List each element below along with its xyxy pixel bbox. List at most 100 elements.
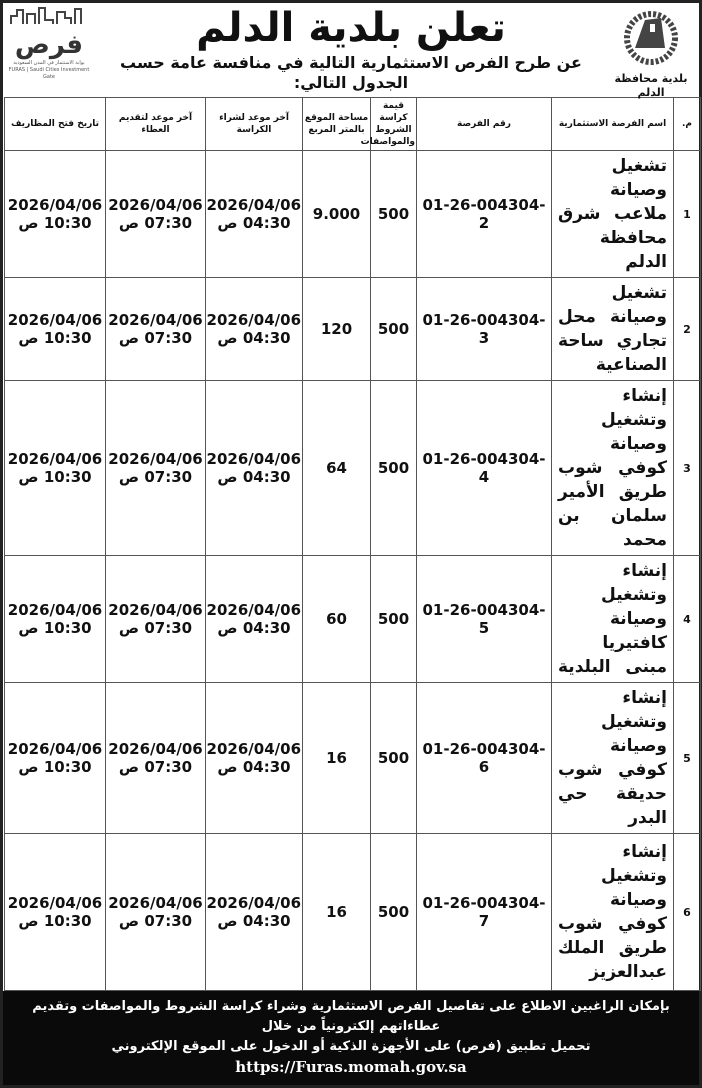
footer-line-1: بإمكان الراغبين الاطلاع على تفاصيل الفرص… (32, 999, 670, 1034)
footer-line-2-text: تحميل تطبيق (فرص) على الأجهزة الذكية أو … (111, 1039, 591, 1054)
booklet-deadline: 2026/04/06 04:30 ص (205, 555, 303, 683)
column-header: مساحة الموقع بالمتر المربع (302, 97, 371, 151)
envelope-opening: 2026/04/06 10:30 ص (4, 277, 106, 381)
opportunity-name: إنشاء وتشغيل وصيانة كافتيريا مبنى البلدي… (551, 555, 674, 683)
date: 2026/04/06 (206, 894, 301, 912)
booklet-deadline: 2026/04/06 04:30 ص (205, 833, 303, 991)
date: 2026/04/06 (108, 894, 203, 912)
time: 04:30 ص (217, 214, 291, 232)
time: 04:30 ص (217, 758, 291, 776)
date: 2026/04/06 (7, 894, 103, 912)
furas-tagline: بوابة الاستثمار في المدن السعودية (13, 60, 85, 66)
booklet-price: 500 (370, 555, 417, 683)
opportunity-name: تشغيل وصيانة محل تجاري ساحة الصناعية (551, 277, 674, 381)
site-area: 120 (302, 277, 371, 381)
site-area: 16 (302, 833, 371, 991)
time: 07:30 ص (118, 758, 193, 776)
column-header: رقم الفرصة (416, 97, 552, 151)
furas-website-link[interactable]: https://Furas.momah.gov.sa (235, 1058, 467, 1076)
table-container: م. اسم الفرصة الاستثمارية رقم الفرصة قيمة ك… (3, 97, 701, 991)
row-number: 5 (673, 682, 701, 834)
column-header: قيمة كراسة الشروط والمواصفات (361, 97, 417, 151)
date: 2026/04/06 (7, 196, 103, 214)
table-row: 6 إنشاء وتشغيل وصيانة كوفي شوب طريق الملك… (4, 833, 701, 991)
date: 2026/04/06 (108, 196, 203, 214)
time: 04:30 ص (217, 619, 291, 637)
column-header: آخر موعد لتقديم العطاء (105, 97, 206, 151)
time: 10:30 ص (18, 468, 92, 486)
site-area: 60 (302, 555, 371, 683)
submission-deadline: 2026/04/06 07:30 ص (105, 150, 206, 278)
date: 2026/04/06 (7, 740, 103, 758)
booklet-deadline: 2026/04/06 04:30 ص (205, 150, 303, 278)
booklet-deadline: 2026/04/06 04:30 ص (205, 380, 303, 556)
time: 04:30 ص (217, 329, 291, 347)
column-header: آخر موعد لشراء الكراسة (205, 97, 303, 151)
opportunity-id: 01-26-004304-5 (416, 555, 552, 683)
site-area: 16 (302, 682, 371, 834)
ad-subtitle: عن طرح الفرص الاستثمارية التالية في مناف… (120, 53, 582, 92)
booklet-price: 500 (370, 682, 417, 834)
submission-deadline: 2026/04/06 07:30 ص (105, 833, 206, 991)
booklet-deadline: 2026/04/06 04:30 ص (205, 682, 303, 834)
opportunities-table: م. اسم الفرصة الاستثمارية رقم الفرصة قيمة ك… (4, 97, 701, 991)
opportunity-id: 01-26-004304-7 (416, 833, 552, 991)
opportunity-id: 01-26-004304-3 (416, 277, 552, 381)
table-row: 1 تشغيل وصيانة ملاعب شرق محافظة الدلم 01-2… (4, 150, 701, 278)
ad-title: تعلن بلدية الدلم (196, 5, 506, 51)
furas-logo: فرص بوابة الاستثمار في المدن السعودية FU… (6, 6, 92, 81)
submission-deadline: 2026/04/06 07:30 ص (105, 380, 206, 556)
envelope-opening: 2026/04/06 10:30 ص (4, 682, 106, 834)
table-row: 4 إنشاء وتشغيل وصيانة كافتيريا مبنى البلد… (4, 555, 701, 683)
time: 07:30 ص (118, 329, 193, 347)
municipality-logo: بلدية محافظة الدلم (606, 8, 696, 100)
time: 10:30 ص (18, 912, 92, 930)
date: 2026/04/06 (7, 450, 103, 468)
envelope-opening: 2026/04/06 10:30 ص (4, 833, 106, 991)
time: 10:30 ص (18, 758, 92, 776)
date: 2026/04/06 (108, 601, 203, 619)
date: 2026/04/06 (206, 311, 301, 329)
table-row: 3 إنشاء وتشغيل وصيانة كوفي شوب طريق الأمي… (4, 380, 701, 556)
row-number: 1 (673, 150, 701, 278)
date: 2026/04/06 (206, 601, 301, 619)
row-number: 2 (673, 277, 701, 381)
date: 2026/04/06 (7, 311, 103, 329)
time: 10:30 ص (18, 619, 92, 637)
ad-header: بلدية محافظة الدلم فرص بوابة الاستثمار ف… (3, 3, 699, 100)
table-header-row: م. اسم الفرصة الاستثمارية رقم الفرصة قيمة ك… (4, 97, 701, 151)
time: 07:30 ص (118, 214, 193, 232)
date: 2026/04/06 (108, 311, 203, 329)
submission-deadline: 2026/04/06 07:30 ص (105, 277, 206, 381)
booklet-price: 500 (370, 833, 417, 991)
submission-deadline: 2026/04/06 07:30 ص (105, 555, 206, 683)
date: 2026/04/06 (206, 450, 301, 468)
city-skyline-icon (10, 7, 82, 24)
opportunity-id: 01-26-004304-6 (416, 682, 552, 834)
time: 07:30 ص (118, 468, 193, 486)
opportunity-name: إنشاء وتشغيل وصيانة كوفي شوب طريق الملك … (551, 833, 674, 991)
opportunity-name: إنشاء وتشغيل وصيانة كوفي شوب طريق الأمير… (551, 380, 674, 556)
site-area: 9.000 (302, 150, 371, 278)
column-header: م. (673, 97, 701, 151)
column-header: تاريخ فتح المظاريف (4, 97, 106, 151)
date: 2026/04/06 (206, 740, 301, 758)
column-header: اسم الفرصة الاستثمارية (551, 97, 674, 151)
booklet-price: 500 (370, 380, 417, 556)
date: 2026/04/06 (206, 196, 301, 214)
booklet-price: 500 (370, 150, 417, 278)
table-row: 2 تشغيل وصيانة محل تجاري ساحة الصناعية 01-… (4, 277, 701, 381)
time: 04:30 ص (217, 468, 291, 486)
footer-banner: بإمكان الراغبين الاطلاع على تفاصيل الفرص… (3, 991, 699, 1085)
municipality-emblem-icon (624, 11, 678, 65)
date: 2026/04/06 (7, 601, 103, 619)
furas-tagline-en: FURAS | Saudi Cities Investment Gate (8, 67, 90, 80)
date: 2026/04/06 (108, 740, 203, 758)
site-area: 64 (302, 380, 371, 556)
row-number: 6 (673, 833, 701, 991)
time: 04:30 ص (217, 912, 291, 930)
opportunity-id: 01-26-004304-2 (416, 150, 552, 278)
booklet-price: 500 (370, 277, 417, 381)
time: 07:30 ص (118, 619, 193, 637)
